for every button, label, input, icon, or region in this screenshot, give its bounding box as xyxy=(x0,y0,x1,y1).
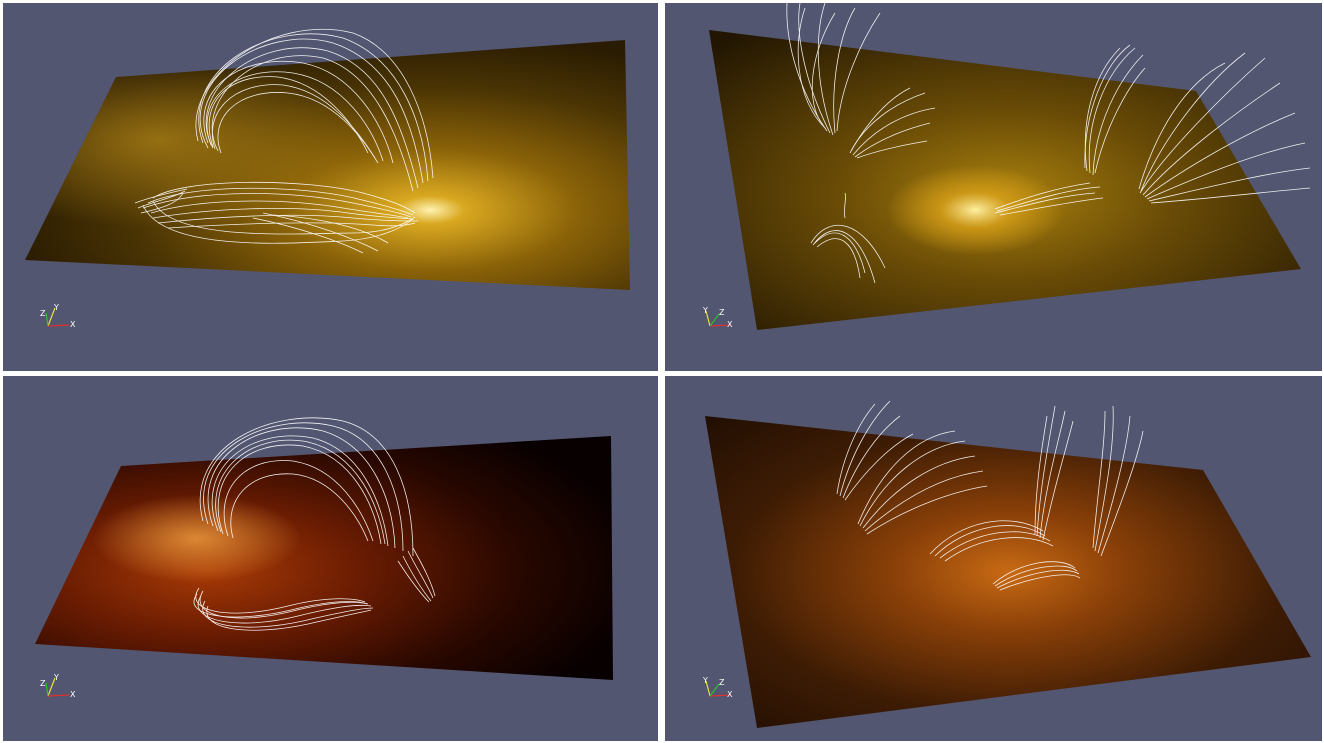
axis-label-c: X xyxy=(70,320,76,329)
axis-label-a: Z xyxy=(40,679,46,688)
axis-label-c: X xyxy=(70,690,76,699)
orientation-axes: Z Y X xyxy=(40,673,76,699)
magnetic-field-lines xyxy=(193,417,436,631)
axis-label-a: Z xyxy=(40,309,46,318)
orientation-axes: Y Z X xyxy=(702,676,733,699)
viewport-bottom-left[interactable]: Z Y X xyxy=(3,376,658,741)
axis-label-b: Z xyxy=(719,308,725,317)
axis-label-b: Y xyxy=(53,673,59,682)
magnetic-field-lines xyxy=(134,28,434,254)
orientation-axes: Z Y X xyxy=(40,303,76,329)
solar-image-plane xyxy=(705,416,1311,728)
axis-label-b: Z xyxy=(719,678,725,687)
viewport-bottom-right[interactable]: Y Z X xyxy=(665,376,1322,741)
magnetic-field-lines xyxy=(786,3,1311,284)
viewport-top-right[interactable]: Y Z X xyxy=(665,3,1322,371)
orientation-axes: Y Z X xyxy=(702,306,733,329)
axis-label-c: X xyxy=(727,690,733,699)
axis-label-c: X xyxy=(727,320,733,329)
axis-label-b: Y xyxy=(53,303,59,312)
axis-label-a: Y xyxy=(702,306,708,315)
magnetic-field-lines xyxy=(836,400,1144,591)
axis-label-a: Y xyxy=(702,676,708,685)
viewport-top-left[interactable]: Z Y X xyxy=(3,3,658,371)
